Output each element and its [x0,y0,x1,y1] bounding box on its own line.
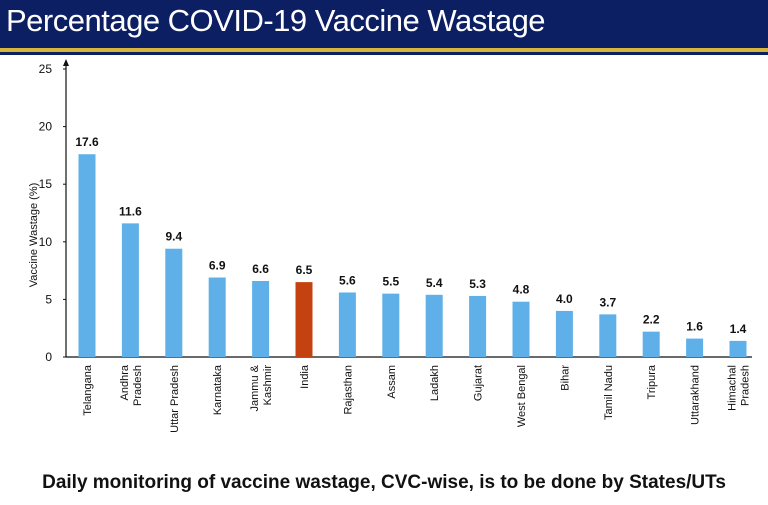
category-label: HimachalPradesh [727,365,752,411]
value-label: 11.6 [119,204,142,218]
value-label: 1.4 [730,322,747,336]
category-label: Tripura [646,364,658,399]
bar-assam [382,293,400,357]
category-label: West Bengal [516,365,528,427]
value-label: 9.4 [165,230,182,244]
bar-andhra-pradesh [121,223,139,357]
value-label: 3.7 [599,295,616,309]
category-label: Ladakh [429,365,441,401]
bar-ladakh [425,294,443,357]
wastage-bar-chart: 0 5 10 15 20 25 17.6 11.6 9.4 6.9 6.6 6.5 5.6 5.5 5.4… [28,59,752,433]
bar-uttar-pradesh [165,248,183,357]
y-tick-label: 25 [39,62,53,76]
bar-jammu-kashmir [252,280,270,357]
bar-telangana [78,154,96,357]
bar-rajasthan [338,292,356,357]
category-label: Rajasthan [342,365,354,415]
y-axis-label: Vaccine Wastage (%) [28,183,40,288]
value-label: 4.8 [513,283,530,297]
value-label: 1.6 [686,320,703,334]
y-tick-label: 5 [45,292,52,306]
footer-note: Daily monitoring of vaccine wastage, CVC… [42,472,726,493]
header-divider-gold [0,48,768,52]
y-tick-label: 20 [39,120,53,134]
page-title: Percentage COVID-19 Vaccine Wastage [6,3,546,38]
category-label: Gujarat [473,365,485,401]
category-label: Telangana [82,364,94,416]
value-label: 5.6 [339,273,356,287]
bar-uttarakhand [686,338,704,357]
bar-tripura [642,331,660,357]
category-labels: Telangana AndhraPradesh Uttar Pradesh Karna… [82,364,752,433]
header-bar: Percentage COVID-19 Vaccine Wastage [0,0,768,48]
bar-tamil-nadu [599,314,617,357]
category-label: AndhraPradesh [119,364,144,406]
bar-west-bengal [512,301,530,357]
category-label: Uttarakhand [690,365,702,425]
value-labels: 17.6 11.6 9.4 6.9 6.6 6.5 5.6 5.5 5.4 5.3 4.8 4.0 3.… [75,135,746,336]
value-label: 6.5 [296,263,313,277]
value-label: 5.5 [382,275,399,289]
y-tick-label: 10 [39,235,53,249]
bar-himachal-pradesh [729,340,747,357]
value-label: 5.3 [469,277,486,291]
value-label: 4.0 [556,292,573,306]
bar-gujarat [469,295,487,357]
bars [78,154,747,357]
value-label: 6.6 [252,262,269,276]
y-tick-label: 0 [45,350,52,364]
category-label: Assam [386,365,398,399]
category-label: Uttar Pradesh [169,365,181,433]
category-label: India [299,364,311,389]
bar-bihar [555,310,573,357]
category-label: Jammu &Kashmir [249,364,274,411]
bar-india [295,282,313,357]
category-label: Karnataka [212,364,224,415]
value-label: 2.2 [643,313,660,327]
value-label: 6.9 [209,259,226,273]
y-tick-label: 15 [39,177,53,191]
category-label: Tamil Nadu [603,365,615,420]
value-label: 17.6 [75,135,99,149]
header-divider-navy [0,52,768,55]
y-axis-arrow [63,59,69,66]
bar-karnataka [208,277,226,357]
value-label: 5.4 [426,276,443,290]
category-label: Bihar [559,365,571,391]
